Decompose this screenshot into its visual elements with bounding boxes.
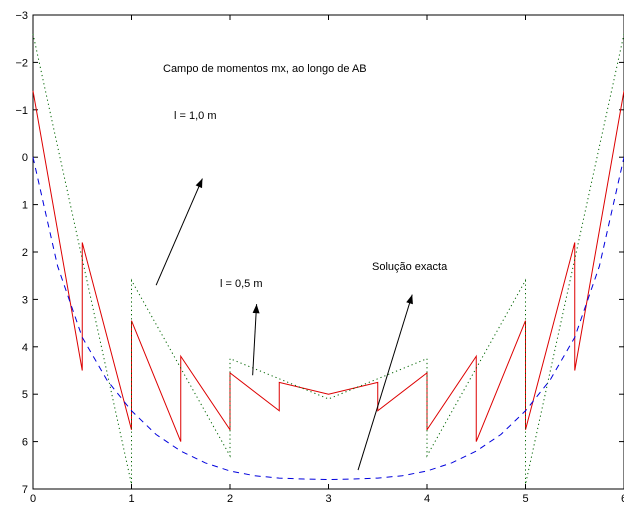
y-tick-label: 0 [22,152,28,164]
x-tick-label: 5 [522,493,528,505]
x-tick-label: 4 [424,493,430,505]
x-tick-label: 1 [128,493,134,505]
x-tick-label: 0 [30,493,36,505]
y-tick-label: 3 [22,294,28,306]
y-tick-label: 4 [22,342,28,354]
y-tick-label: 7 [22,484,28,496]
x-tick-label: 2 [227,493,233,505]
chart-title: Campo de momentos mx, ao longo de AB [163,63,367,75]
annotation-label-1m: l = 1,0 m [174,110,217,122]
y-tick-label: 1 [22,200,28,212]
y-tick-label: −2 [15,57,28,69]
annotation-label-exact: Solução exacta [372,261,448,273]
x-tick-label: 3 [325,493,331,505]
y-tick-label: −3 [15,10,28,22]
plot-area [33,15,624,489]
y-tick-label: 6 [22,437,28,449]
annotation-label-05m: l = 0,5 m [220,278,263,290]
y-tick-label: 5 [22,389,28,401]
y-tick-label: −1 [15,105,28,117]
y-tick-label: 2 [22,247,28,259]
